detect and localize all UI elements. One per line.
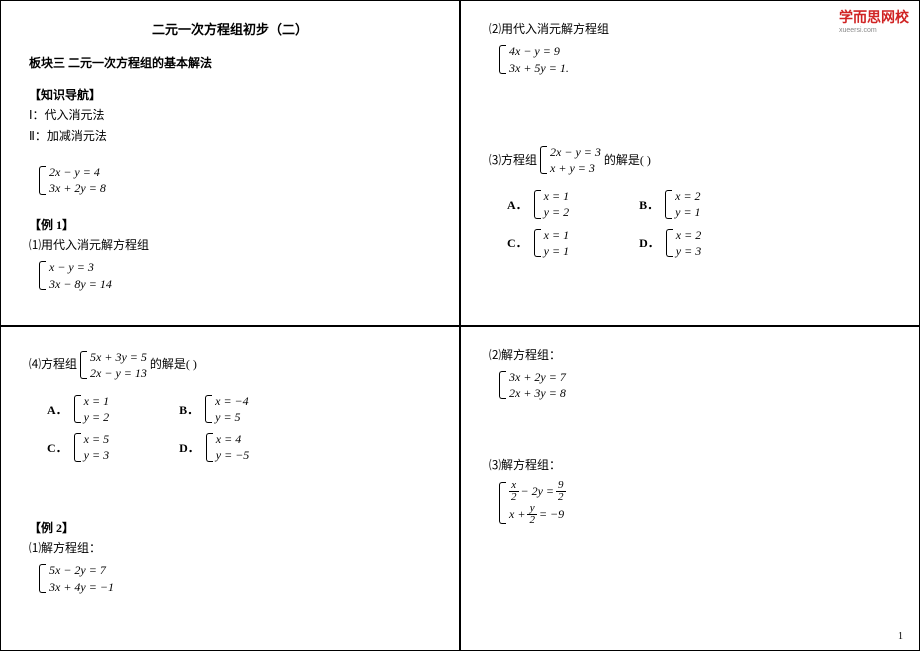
problem-3-wrap: ⑶方程组 2x − y = 3 x + y = 3 的解是( ) A． x = … bbox=[489, 140, 891, 259]
option-D: D． x = 2 y = 3 bbox=[639, 227, 701, 259]
quadrant-1: 二元一次方程组初步（二） 板块三 二元一次方程组的基本解法 【知识导航】 Ⅰ：代… bbox=[0, 0, 460, 326]
eq: 3x + 2y = 7 bbox=[509, 369, 566, 385]
options-4: A． x = 1 y = 2 B． x = −4 y = 5 bbox=[47, 393, 431, 464]
options-3: A． x = 1 y = 2 B． x = 2 y = 1 bbox=[507, 188, 891, 259]
fraction: x 2 bbox=[509, 480, 519, 503]
problem-4-prefix: ⑷方程组 bbox=[29, 354, 77, 374]
problem-2-2: ⑵解方程组： bbox=[489, 345, 891, 365]
option-D: D． x = 4 y = −5 bbox=[179, 431, 249, 463]
nav-item-2: Ⅱ：加减消元法 bbox=[29, 126, 431, 146]
frac-den: 2 bbox=[527, 515, 537, 526]
eq: x 2 − 2y = 9 2 bbox=[509, 480, 566, 503]
problem-2: ⑵用代入消元解方程组 bbox=[489, 19, 891, 39]
system-0: 2x − y = 4 3x + 2y = 8 bbox=[29, 160, 431, 200]
eq: x + y 2 = −9 bbox=[509, 503, 566, 526]
nav-item-1: Ⅰ：代入消元法 bbox=[29, 105, 431, 125]
option-C: C． x = 5 y = 3 bbox=[47, 431, 109, 463]
option-A: A． x = 1 y = 2 bbox=[507, 188, 569, 220]
eq: 3x + 5y = 1. bbox=[509, 60, 569, 76]
problem-2-1: ⑴解方程组： bbox=[29, 538, 431, 558]
eq: x = 2 bbox=[676, 227, 701, 243]
page-grid: 二元一次方程组初步（二） 板块三 二元一次方程组的基本解法 【知识导航】 Ⅰ：代… bbox=[0, 0, 920, 651]
problem-3-suffix: 的解是( ) bbox=[604, 150, 651, 170]
page-number: 1 bbox=[898, 631, 903, 642]
problem-2-3: ⑶解方程组： bbox=[489, 455, 891, 475]
eq: 3x + 2y = 8 bbox=[49, 180, 106, 196]
system-2: 4x − y = 9 3x + 5y = 1. bbox=[499, 43, 569, 75]
nav-block: 【知识导航】 Ⅰ：代入消元法 Ⅱ：加减消元法 bbox=[29, 85, 431, 146]
logo-sub: xueersi.com bbox=[839, 27, 909, 34]
system-5: 5x − 2y = 7 3x + 4y = −1 bbox=[39, 562, 114, 594]
problem-3-prefix: ⑶方程组 bbox=[489, 150, 537, 170]
opt-label: D． bbox=[639, 234, 660, 251]
option-B: B． x = 2 y = 1 bbox=[639, 188, 700, 220]
eq-text: − 2y = bbox=[521, 482, 555, 500]
eq: y = 3 bbox=[676, 243, 701, 259]
eq-text: x + bbox=[509, 505, 525, 523]
eq: x = 2 bbox=[675, 188, 700, 204]
eq: 3x − 8y = 14 bbox=[49, 276, 112, 292]
frac-den: 2 bbox=[556, 492, 566, 503]
opt-label: B． bbox=[179, 401, 199, 418]
option-A: A． x = 1 y = 2 bbox=[47, 393, 109, 425]
eq: y = 5 bbox=[215, 409, 249, 425]
eq: x = 1 bbox=[544, 227, 569, 243]
system-7: x 2 − 2y = 9 2 x + y 2 = −9 bbox=[499, 480, 566, 526]
frac-num: y bbox=[527, 503, 537, 515]
option-B: B． x = −4 y = 5 bbox=[179, 393, 249, 425]
example-2-heading: 【例 2】 bbox=[29, 518, 431, 538]
eq: x = 1 bbox=[544, 188, 569, 204]
system-3: 2x − y = 3 x + y = 3 bbox=[540, 144, 601, 176]
eq: y = 1 bbox=[544, 243, 569, 259]
eq: x + y = 3 bbox=[550, 160, 601, 176]
frac-num: 9 bbox=[556, 480, 566, 492]
opt-label: A． bbox=[507, 196, 528, 213]
eq: x = −4 bbox=[215, 393, 249, 409]
system-4: 5x + 3y = 5 2x − y = 13 bbox=[80, 349, 147, 381]
brand-logo: 学而思网校 xueersi.com bbox=[839, 7, 909, 34]
problem-4-wrap: ⑷方程组 5x + 3y = 5 2x − y = 13 的解是( ) A． x… bbox=[29, 345, 431, 464]
opt-label: A． bbox=[47, 401, 68, 418]
opt-label: C． bbox=[47, 439, 68, 456]
system-6: 3x + 2y = 7 2x + 3y = 8 bbox=[499, 369, 566, 401]
eq: y = 2 bbox=[544, 204, 569, 220]
option-C: C． x = 1 y = 1 bbox=[507, 227, 569, 259]
eq: 5x + 3y = 5 bbox=[90, 349, 147, 365]
quadrant-2: 学而思网校 xueersi.com ⑵用代入消元解方程组 4x − y = 9 … bbox=[460, 0, 920, 326]
frac-num: x bbox=[509, 480, 519, 492]
doc-title: 二元一次方程组初步（二） bbox=[29, 19, 431, 38]
fraction: 9 2 bbox=[556, 480, 566, 503]
logo-main: 学而思网校 bbox=[839, 9, 909, 25]
eq: 2x − y = 3 bbox=[550, 144, 601, 160]
quadrant-3: ⑷方程组 5x + 3y = 5 2x − y = 13 的解是( ) A． x… bbox=[0, 326, 460, 651]
opt-label: D． bbox=[179, 439, 200, 456]
eq: x = 5 bbox=[84, 431, 109, 447]
eq: x − y = 3 bbox=[49, 259, 112, 275]
eq: y = −5 bbox=[216, 447, 250, 463]
nav-heading: 【知识导航】 bbox=[29, 85, 431, 105]
eq: x = 1 bbox=[84, 393, 109, 409]
section-heading: 板块三 二元一次方程组的基本解法 bbox=[29, 54, 431, 71]
eq: 3x + 4y = −1 bbox=[49, 579, 114, 595]
problem-1: ⑴用代入消元解方程组 bbox=[29, 235, 431, 255]
example-1-heading: 【例 1】 bbox=[29, 215, 431, 235]
eq: 2x − y = 4 bbox=[49, 164, 106, 180]
eq-text: = −9 bbox=[539, 505, 564, 523]
system-1: x − y = 3 3x − 8y = 14 bbox=[39, 259, 112, 291]
eq: y = 1 bbox=[675, 204, 700, 220]
eq: 2x + 3y = 8 bbox=[509, 385, 566, 401]
quadrant-4: ⑵解方程组： 3x + 2y = 7 2x + 3y = 8 ⑶解方程组： x … bbox=[460, 326, 920, 651]
problem-4-suffix: 的解是( ) bbox=[150, 354, 197, 374]
eq: 2x − y = 13 bbox=[90, 365, 147, 381]
opt-label: B． bbox=[639, 196, 659, 213]
eq: x = 4 bbox=[216, 431, 250, 447]
eq: 5x − 2y = 7 bbox=[49, 562, 114, 578]
frac-den: 2 bbox=[509, 492, 519, 503]
opt-label: C． bbox=[507, 234, 528, 251]
fraction: y 2 bbox=[527, 503, 537, 526]
eq: 4x − y = 9 bbox=[509, 43, 569, 59]
eq: y = 3 bbox=[84, 447, 109, 463]
eq: y = 2 bbox=[84, 409, 109, 425]
